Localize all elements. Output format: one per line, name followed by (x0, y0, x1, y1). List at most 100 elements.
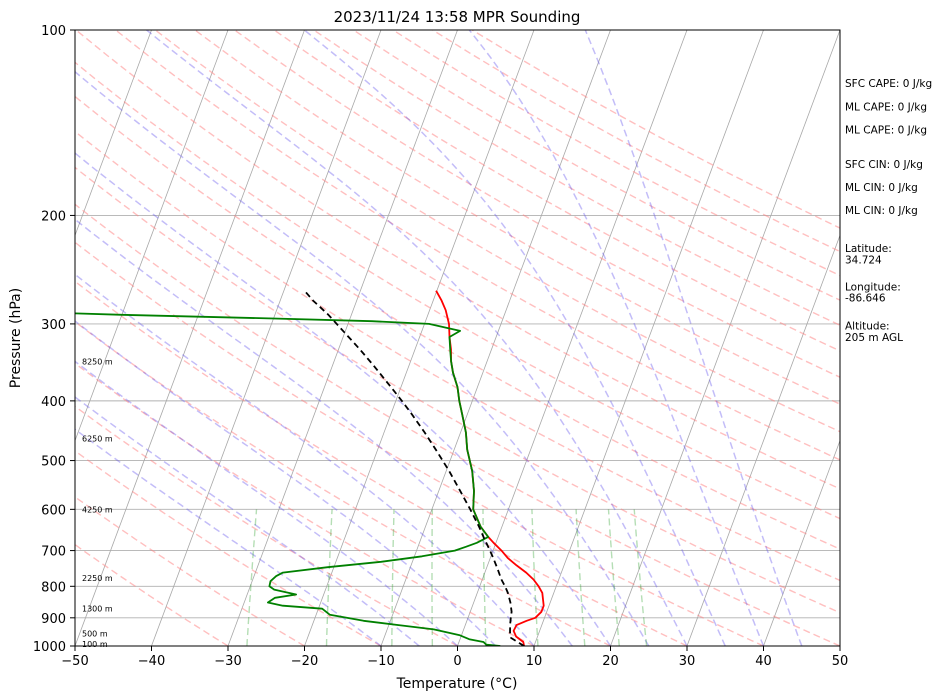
y-axis-label: Pressure (hPa) (8, 288, 24, 388)
side-annotation: ML CAPE: 0 J/kg (845, 101, 927, 113)
x-tick-label: 0 (453, 654, 461, 669)
dry-adiabat (194, 30, 840, 405)
isotherm-line (533, 30, 764, 646)
side-annotation: Latitude: (845, 243, 892, 255)
x-tick-label: −20 (291, 654, 318, 669)
y-tick-label: 600 (41, 503, 66, 518)
dry-adiabat (75, 203, 840, 646)
height-label: 4250 m (82, 505, 113, 514)
side-annotation: SFC CAPE: 0 J/kg (845, 78, 932, 90)
temperature-profile (435, 290, 545, 646)
dry-adiabat (75, 95, 840, 550)
height-label: 1300 m (82, 605, 113, 614)
moist-adiabat (468, 30, 765, 646)
y-tick-label: 900 (41, 612, 66, 627)
dry-adiabat (75, 496, 305, 646)
dry-adiabat (75, 449, 382, 646)
dry-adiabat (154, 30, 840, 433)
side-annotation: ML CIN: 0 J/kg (845, 182, 918, 194)
isotherm-line (686, 234, 840, 646)
dry-adiabat (75, 166, 840, 614)
height-label: 8250 m (82, 357, 113, 366)
isotherm-line (151, 30, 382, 646)
isotherm-line (304, 30, 535, 646)
side-annotation: SFC CIN: 0 J/kg (845, 159, 923, 171)
isotherm-line (610, 30, 840, 646)
isotherm-line (75, 30, 229, 442)
side-annotation: 205 m AGL (845, 332, 903, 344)
side-annotation: ML CIN: 0 J/kg (845, 205, 918, 217)
background-reference-lines (75, 30, 840, 646)
mixing-ratio-line (391, 509, 395, 646)
dry-adiabat (75, 61, 840, 520)
side-annotation: Altitude: (845, 321, 890, 333)
parcel-profile (303, 290, 525, 646)
mixing-ratio-line (325, 509, 333, 646)
moist-adiabat (75, 428, 382, 646)
x-axis-label: Temperature (°C) (396, 676, 518, 692)
x-tick-label: 40 (755, 654, 772, 669)
isotherm-line (380, 30, 611, 646)
side-annotation: Longitude: (845, 282, 901, 294)
dry-adiabat (273, 30, 840, 352)
moist-adiabat (584, 30, 803, 646)
y-tick-label: 700 (41, 545, 66, 560)
dry-adiabat (75, 30, 840, 490)
y-tick-label: 300 (41, 318, 66, 333)
dry-adiabat (313, 30, 840, 327)
isotherm-line (75, 30, 152, 237)
dry-adiabat (75, 280, 688, 646)
x-tick-label: −40 (138, 654, 165, 669)
dry-adiabat (75, 320, 611, 646)
axis-ticks: −50 −40 −30 −20 −10 0 10 20 30 40 50 100 200 300 400 50… (33, 24, 848, 669)
dry-adiabat (75, 543, 229, 646)
dry-adiabat (75, 405, 458, 646)
side-annotation: 34.724 (845, 255, 882, 267)
y-tick-label: 100 (41, 24, 66, 39)
x-tick-label: 20 (602, 654, 619, 669)
isotherm-line (227, 30, 458, 646)
y-tick-label: 500 (41, 455, 66, 470)
mixing-ratio-line (575, 509, 586, 646)
x-tick-label: 10 (526, 654, 543, 669)
y-tick-label: 1000 (33, 640, 66, 655)
moist-adiabat (75, 152, 612, 646)
moist-adiabat (75, 70, 650, 646)
mixing-ratio-line (482, 509, 487, 646)
dry-adiabat (75, 130, 840, 582)
isotherm-line (763, 439, 840, 646)
y-tick-label: 800 (41, 580, 66, 595)
moist-adiabat (75, 396, 420, 646)
x-tick-label: −10 (367, 654, 394, 669)
x-tick-label: −50 (61, 654, 88, 669)
moist-adiabat (303, 30, 726, 646)
dry-adiabat (75, 241, 764, 646)
height-label: 500 m (82, 630, 108, 639)
dry-adiabat (353, 30, 840, 301)
dewpoint-profile (75, 312, 501, 646)
isotherm-line (457, 30, 688, 646)
moist-adiabat (75, 218, 573, 646)
x-tick-label: 50 (832, 654, 849, 669)
sounding-profiles (75, 290, 545, 646)
x-tick-label: −30 (214, 654, 241, 669)
x-tick-label: 30 (679, 654, 696, 669)
mixing-ratio-line (531, 509, 539, 646)
dry-adiabat (115, 30, 840, 461)
chart-title: 2023/11/24 13:58 MPR Sounding (334, 8, 581, 26)
height-label: 6250 m (82, 434, 113, 443)
moist-adiabat (75, 273, 535, 646)
isotherm-line (75, 30, 305, 646)
side-annotation: -86.646 (845, 293, 886, 305)
height-label: 100 m (82, 640, 108, 649)
moist-adiabat (75, 360, 458, 646)
y-tick-label: 200 (41, 209, 66, 224)
mixing-ratio-line (246, 509, 258, 646)
moist-adiabat (75, 320, 497, 646)
mixing-ratio-line (633, 509, 648, 646)
mixing-ratio-line (607, 509, 620, 646)
height-label: 2250 m (82, 574, 113, 583)
dry-adiabat (75, 362, 535, 646)
